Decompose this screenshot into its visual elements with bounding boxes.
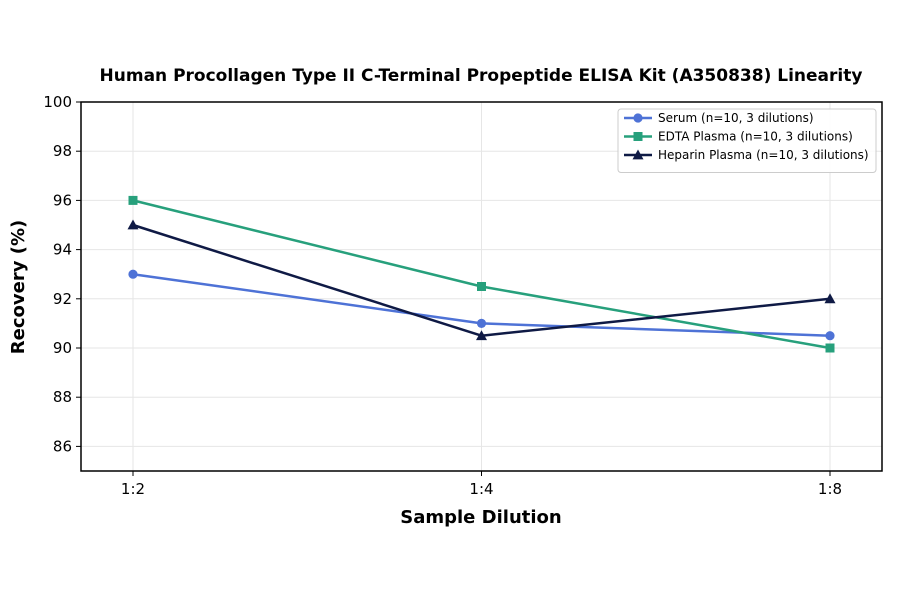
data-point	[128, 195, 138, 205]
data-point	[128, 269, 138, 279]
x-axis-label: Sample Dilution	[400, 507, 561, 528]
y-tick-label: 98	[53, 142, 72, 160]
data-point	[824, 293, 836, 304]
series-1	[128, 269, 835, 341]
y-tick-label: 94	[53, 241, 72, 259]
x-tick-label: 1:8	[818, 480, 842, 498]
legend-label: Serum (n=10, 3 dilutions)	[658, 111, 814, 125]
axis-ticks: 86 88 90 92 94 96 98 100 1:2 1:4 1:8	[43, 93, 842, 498]
y-tick-label: 88	[53, 388, 72, 406]
legend-box	[617, 108, 877, 173]
x-tick-label: 1:2	[121, 480, 145, 498]
y-tick-label: 100	[43, 93, 72, 111]
data-point	[476, 318, 487, 328]
series-layer	[127, 195, 836, 353]
data-point	[127, 219, 139, 230]
legend-label: Heparin Plasma (n=10, 3 dilutions)	[658, 148, 869, 162]
data-point	[825, 343, 835, 353]
plot-frame	[80, 101, 883, 472]
data-point	[476, 330, 487, 341]
y-tick-label: 90	[53, 339, 72, 357]
y-tick-label: 96	[53, 191, 72, 209]
legend-marker	[632, 149, 644, 160]
data-point	[477, 282, 486, 291]
x-tick-label: 1:4	[469, 480, 493, 498]
y-axis-label: Recovery (%)	[8, 220, 29, 354]
legend-marker	[633, 132, 643, 141]
series-3	[127, 219, 836, 341]
legend-marker	[633, 113, 643, 123]
data-point	[825, 331, 835, 341]
y-tick-label: 86	[53, 437, 72, 455]
y-tick-label: 92	[53, 290, 72, 308]
legend-label: EDTA Plasma (n=10, 3 dilutions)	[658, 130, 853, 144]
series-2	[128, 195, 835, 353]
legend: Serum (n=10, 3 dilutions) EDTA Plasma (n=…	[617, 108, 877, 173]
chart-title: Human Procollagen Type II C-Terminal Pro…	[100, 66, 863, 86]
